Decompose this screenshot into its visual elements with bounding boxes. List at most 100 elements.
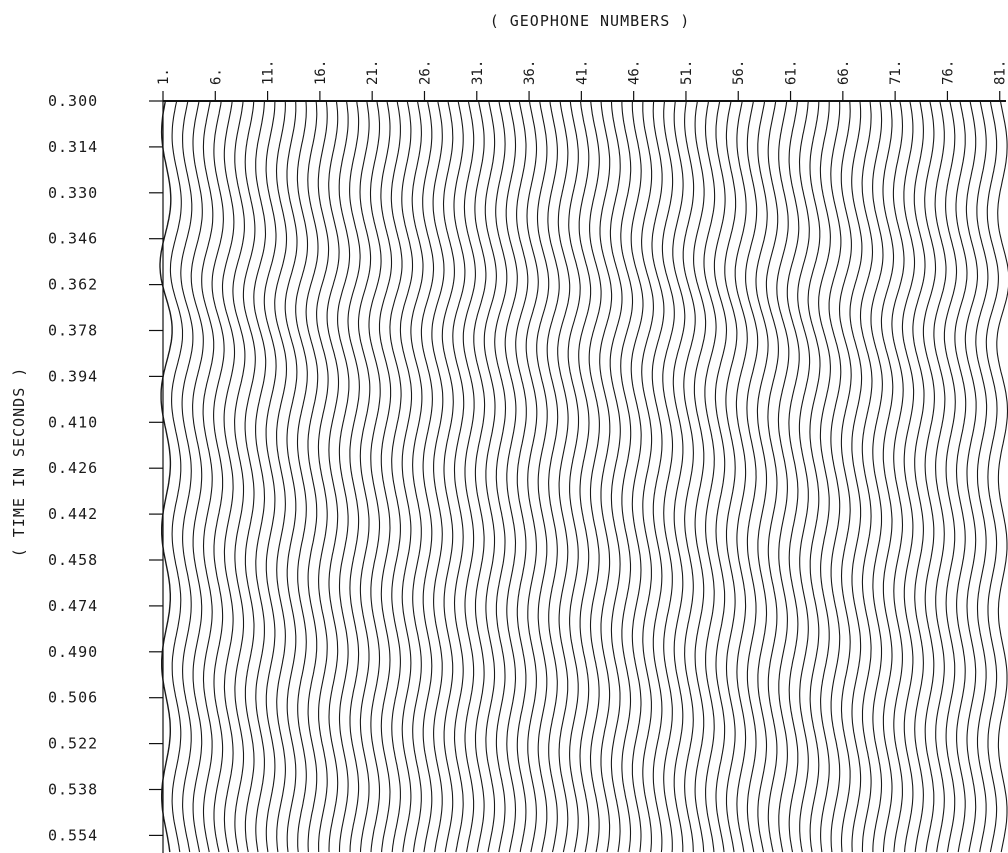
x-tick-label: 1. (156, 68, 172, 85)
seismic-trace (641, 101, 654, 853)
seismic-trace (985, 101, 999, 853)
seismic-trace (765, 101, 779, 853)
x-tick-label: 36. (522, 60, 538, 85)
seismic-trace (599, 101, 613, 853)
seismic-trace (305, 101, 319, 853)
seismic-trace (797, 101, 811, 853)
x-tick-label: 46. (627, 60, 643, 85)
seismic-trace (880, 101, 895, 853)
seismic-trace (483, 101, 497, 853)
seismic-trace (316, 101, 330, 853)
y-axis-title: ( TIME IN SECONDS ) (10, 367, 28, 558)
seismic-trace (180, 101, 194, 853)
x-tick-label: 76. (940, 60, 956, 85)
seismic-trace (452, 101, 466, 853)
seismic-trace (661, 101, 675, 853)
seismic-trace (326, 101, 340, 853)
seismic-trace (546, 101, 560, 853)
y-tick-label: 0.506 (48, 689, 98, 707)
x-tick-label: 21. (365, 60, 381, 85)
x-axis-title: ( GEOPHONE NUMBERS ) (490, 12, 691, 30)
x-tick-label: 31. (470, 60, 486, 85)
seismic-trace (870, 101, 884, 852)
y-tick-label: 0.394 (48, 367, 98, 385)
seismic-trace (232, 101, 246, 853)
x-tick-label: 71. (888, 60, 904, 85)
seismic-trace (630, 101, 644, 853)
seismic-trace (975, 101, 989, 853)
seismic-trace (494, 101, 508, 853)
seismic-trace (703, 101, 717, 853)
seismic-trace (807, 101, 821, 853)
y-tick-label: 0.522 (48, 735, 98, 753)
seismic-trace (609, 101, 623, 853)
seismic-trace (682, 101, 696, 853)
seismic-trace (368, 101, 382, 853)
seismic-trace (849, 101, 863, 853)
x-tick-label: 66. (836, 60, 852, 85)
x-tick-label: 6. (208, 68, 224, 85)
seismic-trace (734, 101, 748, 853)
y-tick-label: 0.410 (48, 413, 98, 431)
seismic-trace (724, 101, 738, 853)
seismic-trace (201, 101, 215, 853)
seismic-trace (912, 101, 926, 853)
seismic-trace (943, 101, 958, 853)
seismic-trace (859, 101, 874, 853)
x-tick-label: 61. (784, 60, 800, 85)
seismic-trace (578, 101, 592, 853)
seismic-trace (620, 102, 634, 853)
seismic-trace (253, 101, 267, 853)
seismic-trace (441, 101, 455, 853)
seismic-trace (536, 101, 550, 853)
seismic-trace (567, 101, 581, 853)
seismic-trace (954, 101, 968, 853)
seismic-trace (357, 101, 372, 853)
x-tick-label: 16. (313, 60, 329, 85)
x-tick-label: 51. (679, 60, 695, 85)
seismic-trace (399, 101, 414, 853)
x-tick-label: 41. (574, 60, 590, 85)
seismic-trace (713, 101, 728, 853)
y-tick-label: 0.490 (48, 643, 98, 661)
y-tick-label: 0.538 (48, 781, 98, 799)
seismic-trace (786, 101, 800, 853)
y-tick-label: 0.346 (48, 230, 98, 248)
x-tick-label: 56. (731, 60, 747, 85)
y-tick-label: 0.362 (48, 276, 98, 294)
seismic-trace (159, 101, 173, 853)
seismic-trace (242, 101, 256, 853)
seismic-trace (828, 101, 842, 853)
x-tick-label: 81. (993, 60, 1008, 85)
seismic-trace (996, 101, 1008, 853)
seismic-trace (525, 101, 539, 853)
y-tick-label: 0.458 (48, 551, 98, 569)
x-tick-label: 26. (417, 60, 433, 85)
seismic-trace (295, 101, 309, 853)
seismic-trace (693, 101, 707, 853)
seismic-trace (651, 101, 665, 853)
y-tick-label: 0.442 (48, 505, 98, 523)
seismic-trace (838, 101, 852, 853)
x-axis-ticks: 1. 6. 11. 16. 21. 26. 31. 36. 41. 46. 51. 56. 61. 66.… (156, 60, 1008, 101)
y-axis-ticks: 0.300 0.314 0.330 0.346 0.362 0.378 0.394 0.410… (48, 92, 163, 844)
y-tick-label: 0.300 (48, 92, 98, 110)
seismic-trace (672, 101, 686, 852)
seismic-trace (410, 101, 424, 853)
seismic-trace (389, 101, 403, 853)
seismic-trace (964, 101, 979, 853)
seismic-trace (420, 101, 435, 853)
seismic-trace (263, 101, 277, 853)
y-tick-label: 0.314 (48, 138, 98, 156)
seismic-trace (431, 101, 445, 853)
y-tick-label: 0.330 (48, 184, 98, 202)
seismic-trace (755, 101, 769, 853)
seismic-trace (211, 101, 225, 853)
seismic-trace (221, 101, 236, 853)
y-tick-label: 0.474 (48, 597, 98, 615)
seismic-trace (588, 101, 602, 853)
seismic-trace (347, 101, 361, 853)
seismic-trace (745, 101, 759, 853)
seismic-trace (337, 101, 351, 852)
